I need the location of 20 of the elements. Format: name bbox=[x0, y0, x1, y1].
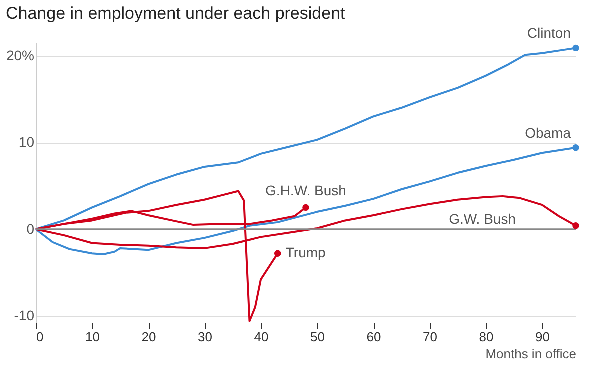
series-label: Obama bbox=[525, 124, 572, 141]
series-label: Clinton bbox=[527, 25, 571, 42]
y-tick-label: -10 bbox=[14, 308, 35, 324]
series-label: G.H.W. Bush bbox=[266, 182, 346, 199]
y-tick-label: 0 bbox=[26, 220, 35, 237]
x-axis-title: Months in office bbox=[486, 346, 576, 362]
x-tick-label: 80 bbox=[479, 330, 494, 344]
chart-title: Change in employment under each president bbox=[6, 4, 346, 24]
y-tick-label: 20% bbox=[6, 48, 34, 64]
x-tick-label: 40 bbox=[254, 330, 269, 344]
series-label: G.W. Bush bbox=[449, 210, 516, 227]
series-label: Trump bbox=[286, 244, 326, 261]
x-tick-label: 70 bbox=[423, 330, 438, 344]
x-tick-label: 60 bbox=[366, 330, 382, 344]
x-tick-label: 30 bbox=[198, 330, 212, 344]
x-tick-label: 90 bbox=[536, 330, 550, 344]
x-tick-label: 20 bbox=[142, 330, 156, 344]
x-tick-label: 50 bbox=[310, 330, 325, 344]
x-tick-label: 10 bbox=[86, 330, 100, 344]
y-tick-label: 10 bbox=[18, 134, 35, 150]
